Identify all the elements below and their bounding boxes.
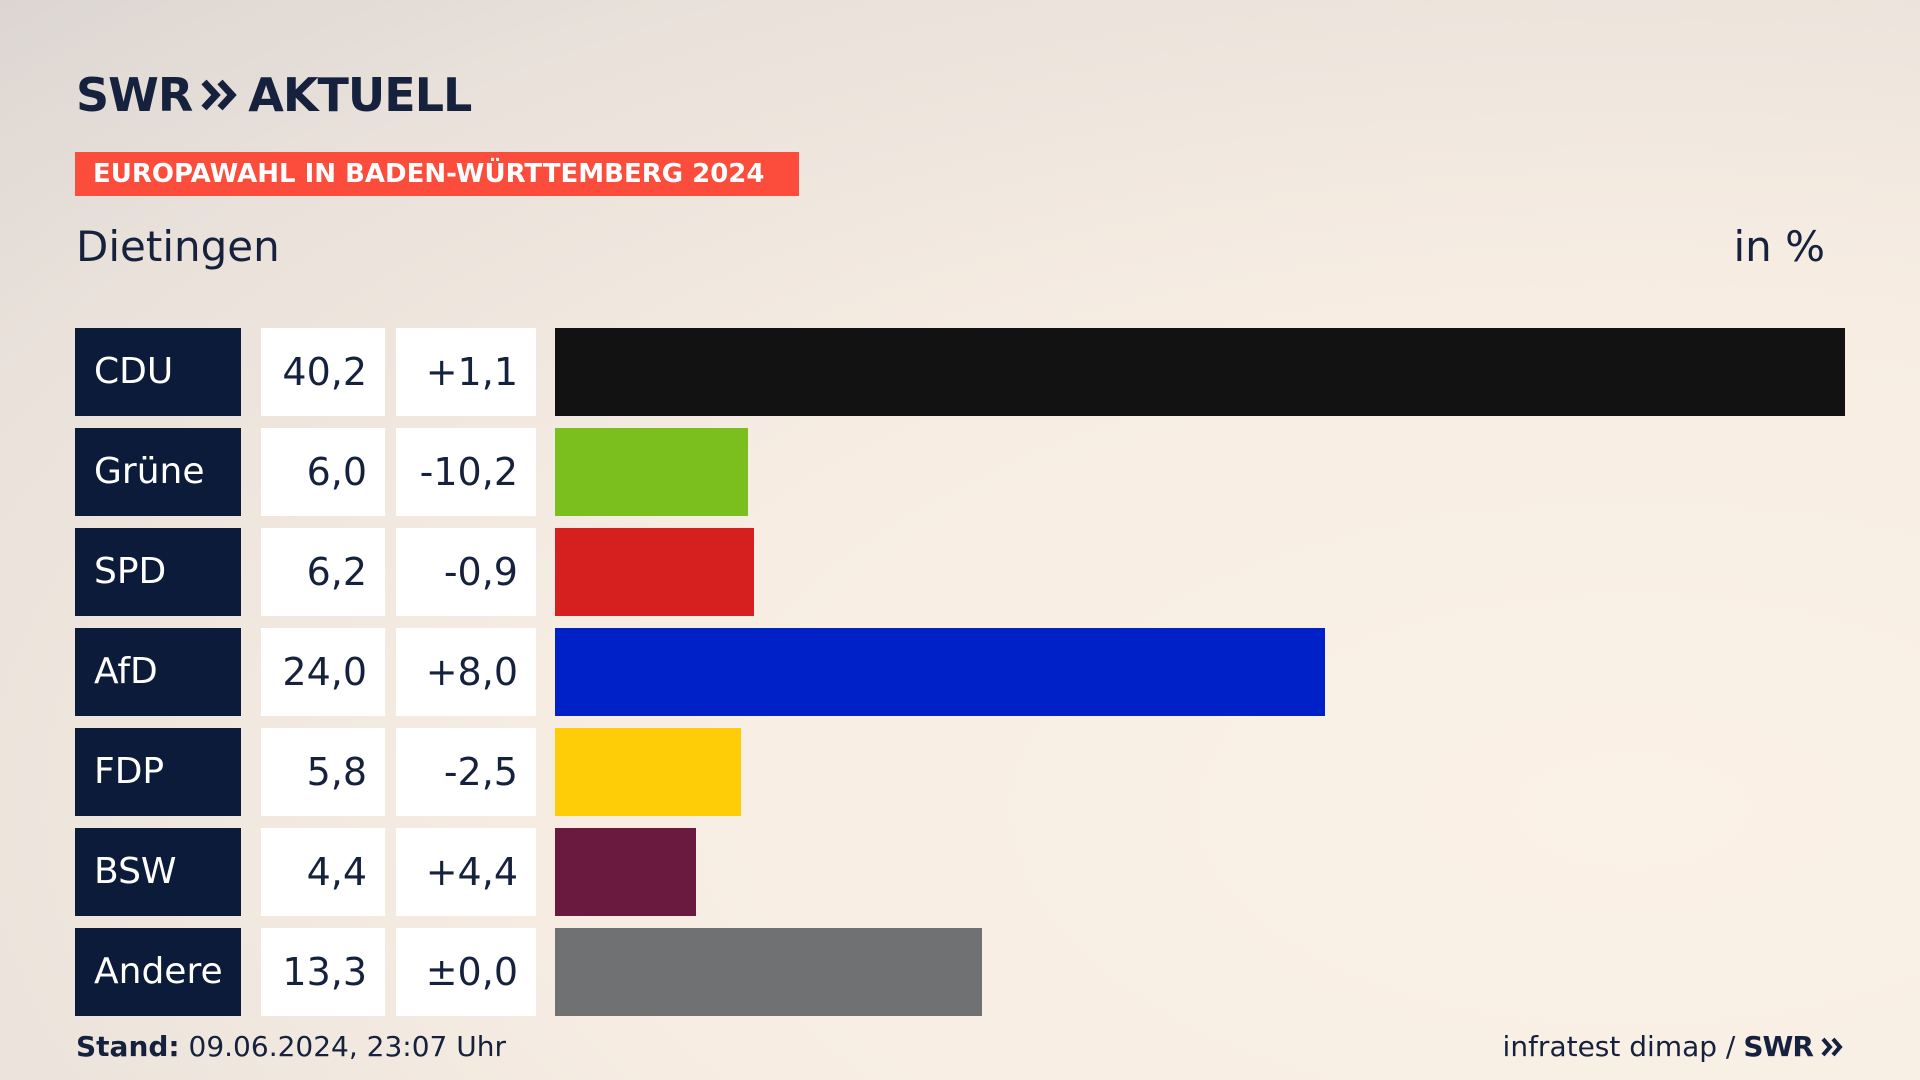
bar-track: [555, 328, 1845, 416]
bar: [555, 928, 982, 1016]
vote-share-value: 13,3: [261, 928, 385, 1016]
stand-value: 09.06.2024, 23:07 Uhr: [188, 1030, 506, 1063]
bar: [555, 328, 1845, 416]
change-value: -10,2: [396, 428, 536, 516]
bar-track: [555, 928, 982, 1016]
bar: [555, 428, 748, 516]
bar-track: [555, 528, 754, 616]
logo-aktuell-text: AKTUELL: [248, 68, 472, 122]
party-label: Grüne: [75, 428, 241, 516]
change-value: +4,4: [396, 828, 536, 916]
election-banner: EUROPAWAHL IN BADEN-WÜRTTEMBERG 2024: [75, 152, 799, 196]
source-credit: infratest dimap / SWR: [1503, 1030, 1845, 1063]
stand-label: Stand:: [76, 1030, 180, 1063]
bar: [555, 728, 741, 816]
source-text: infratest dimap /: [1502, 1030, 1736, 1063]
change-value: -0,9: [396, 528, 536, 616]
vote-share-value: 6,2: [261, 528, 385, 616]
vote-share-value: 4,4: [261, 828, 385, 916]
source-brand: SWR: [1743, 1030, 1814, 1063]
change-value: ±0,0: [396, 928, 536, 1016]
bar-track: [555, 828, 696, 916]
vote-share-value: 24,0: [261, 628, 385, 716]
swr-aktuell-logo: SWR AKTUELL: [76, 68, 472, 122]
party-label: CDU: [75, 328, 241, 416]
bar: [555, 628, 1325, 716]
party-label: SPD: [75, 528, 241, 616]
double-chevron-icon: [201, 79, 238, 111]
bar-track: [555, 728, 741, 816]
timestamp: Stand: 09.06.2024, 23:07 Uhr: [76, 1030, 506, 1063]
party-label: Andere: [75, 928, 241, 1016]
party-label: AfD: [75, 628, 241, 716]
bar-track: [555, 628, 1325, 716]
unit-label: in %: [1733, 222, 1825, 271]
party-label: FDP: [75, 728, 241, 816]
double-chevron-icon: [1821, 1037, 1843, 1056]
logo-swr-text: SWR: [76, 68, 193, 122]
change-value: -2,5: [396, 728, 536, 816]
bar-track: [555, 428, 748, 516]
vote-share-value: 6,0: [261, 428, 385, 516]
change-value: +8,0: [396, 628, 536, 716]
bar: [555, 828, 696, 916]
location-title: Dietingen: [76, 222, 280, 271]
party-label: BSW: [75, 828, 241, 916]
change-value: +1,1: [396, 328, 536, 416]
vote-share-value: 40,2: [261, 328, 385, 416]
bar: [555, 528, 754, 616]
vote-share-value: 5,8: [261, 728, 385, 816]
